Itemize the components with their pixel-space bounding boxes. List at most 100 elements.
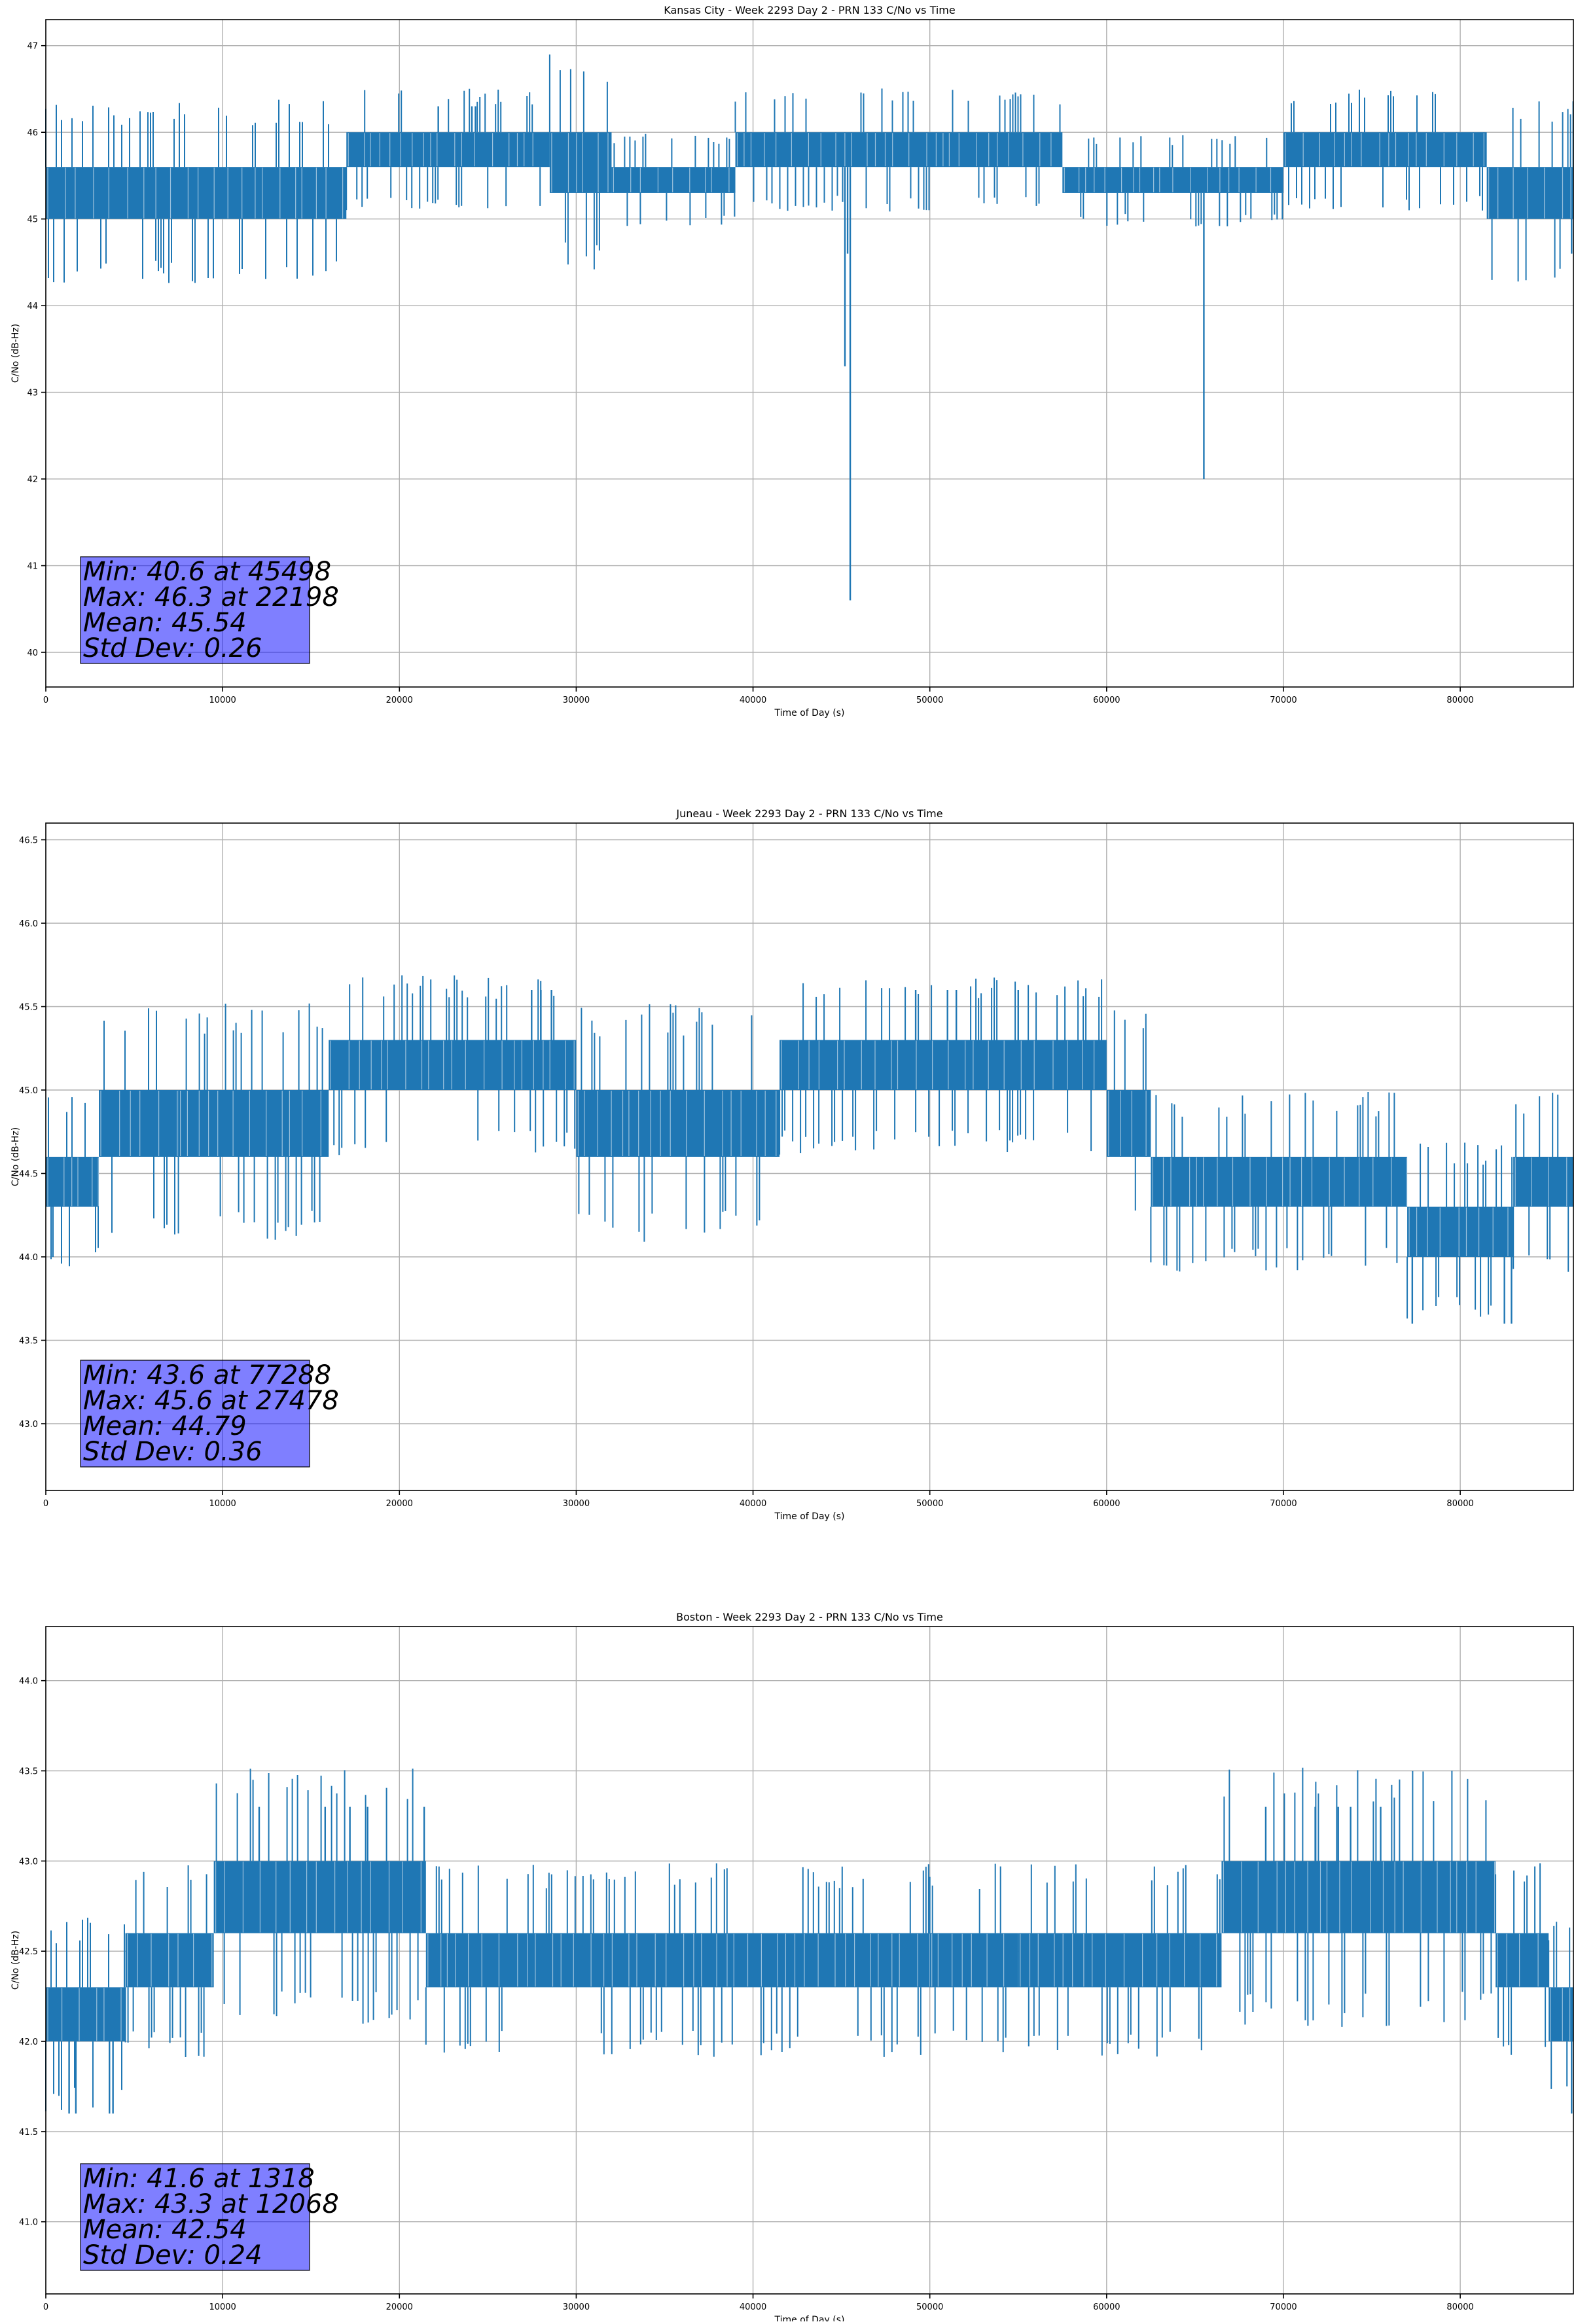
series-gap [47,1157,99,1206]
x-tick-label: 10000 [209,1499,236,1509]
x-tick-label: 20000 [386,1499,413,1509]
series-noise [1491,101,1574,282]
juneau-chart: Juneau - Week 2293 Day 2 - PRN 133 C/No … [10,807,1574,1522]
series-band [611,167,736,193]
kansas-city-chart: Kansas City - Week 2293 Day 2 - PRN 133 … [10,4,1574,718]
series-gap [1514,1157,1567,1206]
series-band [1151,1157,1408,1207]
series-gap [1408,1207,1509,1256]
stat-mean: Mean: 45.54 [83,608,247,638]
stat-max: Max: 43.3 at 12068 [83,2189,339,2219]
stats-box-background [80,2163,310,2271]
x-tick-label: 80000 [1446,1499,1473,1509]
y-tick-label: 42.0 [19,2037,38,2047]
series-gap [551,133,609,192]
series-noise [1223,1767,1492,2027]
series-band [1513,1157,1573,1207]
series-c-no [46,975,1573,1324]
series-noise [929,1863,1007,2052]
series-band [125,1933,214,1988]
series-band [346,132,550,167]
y-tick-label: 43 [27,389,38,398]
series-c-no [45,54,1574,601]
stats-box: Min: 43.6 at 77288 Max: 45.6 at 27478 Me… [80,1360,339,1468]
axis-ticks: 0 10000 20000 30000 40000 50000 60000 70000 8000… [19,1677,1474,2312]
series-gap [613,167,730,192]
series-band [549,132,612,193]
series-gap [781,1040,1095,1089]
series-gap [1064,167,1272,192]
series-noise [425,1863,929,2057]
y-tick-label: 44.5 [19,1170,38,1180]
x-tick-label: 40000 [740,2302,766,2312]
y-tick-label: 46 [27,128,38,138]
series-noise [1406,1142,1513,1319]
stat-std-dev: Std Dev: 0.24 [83,2240,262,2270]
series-noise [1548,1922,1571,2089]
series-noise [734,88,1061,212]
series-band [1407,1206,1514,1257]
series-band [46,1987,126,2042]
y-tick-label: 42 [27,475,38,485]
x-tick-label: 0 [43,695,48,705]
series-band [1018,1933,1222,1988]
plot-frame [45,1626,1574,2295]
y-tick-label: 41.0 [19,2218,38,2228]
series-noise [177,1003,323,1240]
axis-ticks: 0 10000 20000 30000 40000 50000 60000 70000 8000… [19,836,1474,1509]
series-band [178,1090,329,1157]
series-gap [330,1040,575,1089]
stat-min: Min: 40.6 at 45498 [83,557,331,587]
series-band [99,1090,179,1157]
series-noise [1495,1863,1547,2055]
x-tick-label: 0 [43,2302,48,2312]
stat-mean: Mean: 42.54 [83,2215,247,2245]
y-tick-label: 47 [27,42,38,52]
series-band [46,1157,99,1207]
series-band [1495,1933,1549,1988]
y-tick-label: 40 [27,648,38,658]
y-tick-label: 43.5 [19,1337,38,1347]
x-tick-label: 60000 [1093,2302,1120,2312]
stats-box-background [80,1360,310,1468]
x-tick-label: 30000 [563,1499,590,1509]
stats-box: Min: 40.6 at 45498 Max: 46.3 at 22198 Me… [80,556,339,664]
series-noise [1028,1864,1221,2057]
series-band [329,1040,577,1090]
y-tick-label: 43.0 [19,1857,38,1867]
y-tick-label: 41 [27,562,38,572]
series-noise [779,977,1103,1155]
x-axis-label: Time of Day (s) [774,708,845,718]
x-tick-label: 50000 [916,695,943,705]
series-gap [1497,1933,1539,1987]
series-band [779,1040,1107,1090]
y-tick-label: 45 [27,215,38,225]
series-band [1549,1987,1573,2042]
y-tick-label: 44.0 [19,1677,38,1687]
plot-frame [45,822,1574,1491]
series-gap [127,1933,213,1987]
series-noise [215,1769,419,2024]
series-gap [47,1988,122,2041]
series-gap [1550,1988,1571,2041]
x-axis-label: Time of Day (s) [774,2315,845,2321]
series-noise [333,975,576,1155]
y-tick-label: 46.0 [19,919,38,929]
series-gap [1108,1091,1147,1156]
series-gap [180,1091,321,1156]
x-tick-label: 30000 [563,695,590,705]
series-noise [1150,1092,1398,1272]
series-gap [348,133,533,167]
x-axis-label: Time of Day (s) [774,1511,845,1522]
y-tick-label: 43.0 [19,1420,38,1430]
series-noise [578,1004,761,1242]
stat-min: Min: 43.6 at 77288 [83,1360,331,1390]
series-gap [427,1933,931,1987]
stat-max: Max: 46.3 at 22198 [83,582,339,612]
series-gap [736,133,1052,167]
axis-ticks: 0 10000 20000 30000 40000 50000 60000 70000 8000… [27,42,1473,705]
series-gap [1152,1157,1408,1206]
series-band [576,1090,780,1157]
